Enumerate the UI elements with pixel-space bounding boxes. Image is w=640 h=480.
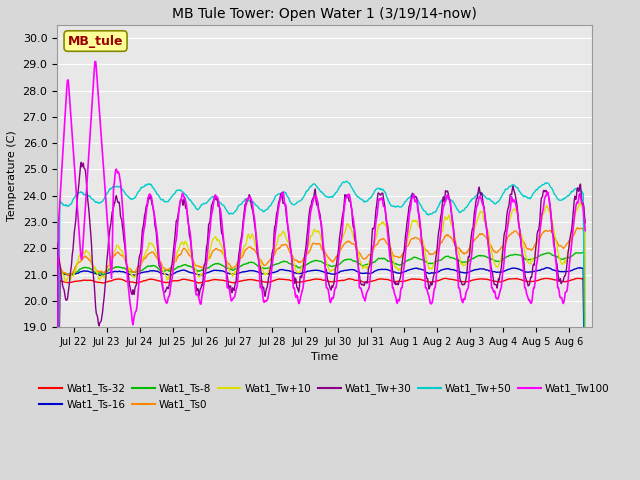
Y-axis label: Temperature (C): Temperature (C) [7,131,17,221]
X-axis label: Time: Time [311,352,338,362]
Text: MB_tule: MB_tule [68,35,124,48]
Title: MB Tule Tower: Open Water 1 (3/19/14-now): MB Tule Tower: Open Water 1 (3/19/14-now… [172,7,477,21]
Legend: Wat1_Ts-32, Wat1_Ts-16, Wat1_Ts-8, Wat1_Ts0, Wat1_Tw+10, Wat1_Tw+30, Wat1_Tw+50,: Wat1_Ts-32, Wat1_Ts-16, Wat1_Ts-8, Wat1_… [35,379,614,415]
